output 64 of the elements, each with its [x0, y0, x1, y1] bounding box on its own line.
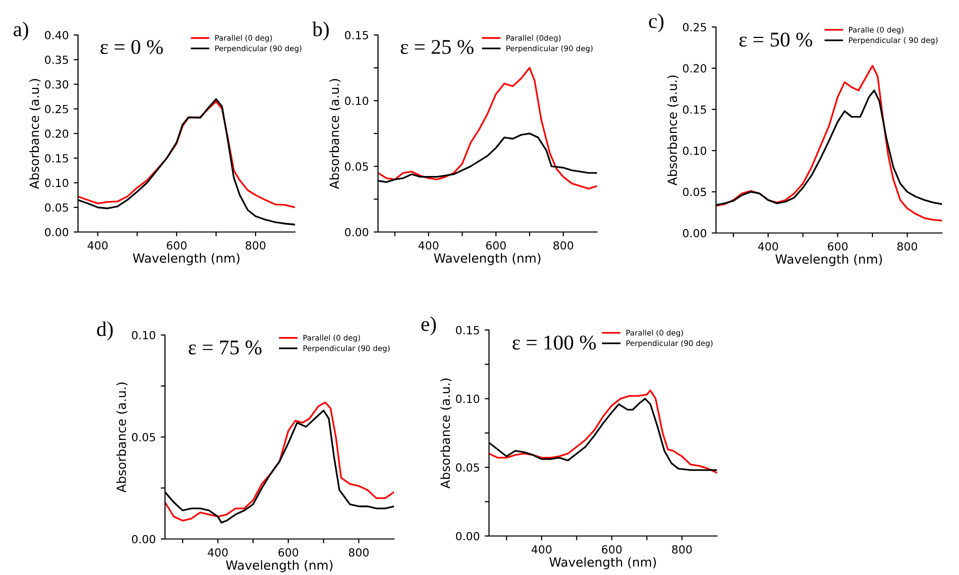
y-tick-label: 0.10 — [456, 394, 480, 404]
chart-title: e) — [421, 316, 436, 336]
y-tick-label: 0.25 — [682, 22, 706, 32]
y-tick-label: 0.00 — [682, 228, 706, 238]
chart-title: b) — [312, 22, 329, 41]
y-tick-label: 0.05 — [682, 188, 706, 196]
annotation: ε = 0 % — [100, 40, 163, 54]
y-tick-label: 0.20 — [682, 64, 706, 73]
y-tick-label: 0.15 — [456, 326, 479, 334]
y-tick-label: 0.20 — [44, 129, 68, 138]
y-tick-label: 0.05 — [132, 432, 155, 442]
x-tick-label: 600 — [166, 241, 186, 250]
x-tick-label: 600 — [828, 242, 848, 251]
y-tick-label: 0.15 — [344, 30, 368, 40]
y-axis-title: Absorbance (a.u.) — [667, 76, 679, 186]
y-axis-title: Absorbance (a.u.) — [29, 79, 41, 189]
line-series — [78, 100, 295, 208]
x-axis-title: Wavelength (nm) — [775, 254, 882, 266]
annotation: ε = 50 % — [739, 32, 812, 47]
y-tick-label: 0.10 — [682, 146, 706, 155]
line-series — [716, 64, 942, 222]
y-tick-label: 0.40 — [44, 30, 68, 40]
x-tick-label: 600 — [278, 548, 298, 557]
annotation: ε = 25 % — [400, 40, 474, 54]
x-tick-label: 600 — [602, 545, 622, 554]
x-tick-label: 800 — [553, 241, 574, 250]
y-tick-label: 0.10 — [344, 96, 368, 106]
chart-title: c) — [648, 13, 664, 32]
y-tick-label: 0.15 — [44, 154, 68, 163]
x-axis-title: Wavelength (nm) — [226, 560, 332, 572]
y-tick-label: 0.00 — [44, 228, 68, 236]
chart-title: d) — [97, 321, 113, 340]
y-axis-title: Absorbance (a.u.) — [116, 382, 128, 492]
y-tick-label: 0.25 — [44, 104, 68, 114]
y-tick-label: 0.35 — [44, 56, 68, 64]
y-tick-label: 0.05 — [456, 463, 479, 472]
x-axis-title: Wavelength (nm) — [549, 557, 656, 570]
y-tick-label: 0.00 — [132, 534, 156, 544]
x-tick-label: 400 — [208, 548, 228, 557]
y-tick-label: 0.10 — [132, 330, 156, 340]
x-tick-label: 800 — [246, 241, 266, 250]
y-tick-label: 0.30 — [44, 80, 68, 89]
annotation: ε = 100 % — [512, 336, 596, 350]
y-tick-label: 0.00 — [456, 532, 480, 540]
y-axis-title: Absorbance (a.u.) — [329, 79, 341, 189]
y-axis-title: Absorbance (a.u.) — [440, 378, 452, 488]
x-tick-label: 400 — [88, 241, 108, 250]
x-axis-title: Wavelength (nm) — [132, 253, 240, 266]
x-tick-label: 800 — [897, 242, 918, 251]
x-tick-label: 600 — [486, 241, 506, 250]
y-tick-label: 0.00 — [344, 228, 368, 236]
annotation: ε = 75 % — [188, 340, 262, 355]
line-series — [378, 67, 597, 190]
y-tick-label: 0.05 — [344, 162, 368, 171]
x-tick-label: 800 — [348, 548, 369, 557]
x-tick-label: 800 — [672, 545, 692, 554]
y-tick-label: 0.05 — [44, 203, 68, 212]
x-axis-title: Wavelength (nm) — [434, 253, 540, 266]
x-tick-label: 400 — [418, 241, 438, 250]
chart-title: a) — [14, 22, 28, 41]
y-tick-label: 0.15 — [682, 105, 706, 114]
x-tick-label: 400 — [532, 545, 552, 554]
y-tick-label: 0.10 — [44, 178, 68, 188]
x-tick-label: 400 — [758, 242, 778, 251]
